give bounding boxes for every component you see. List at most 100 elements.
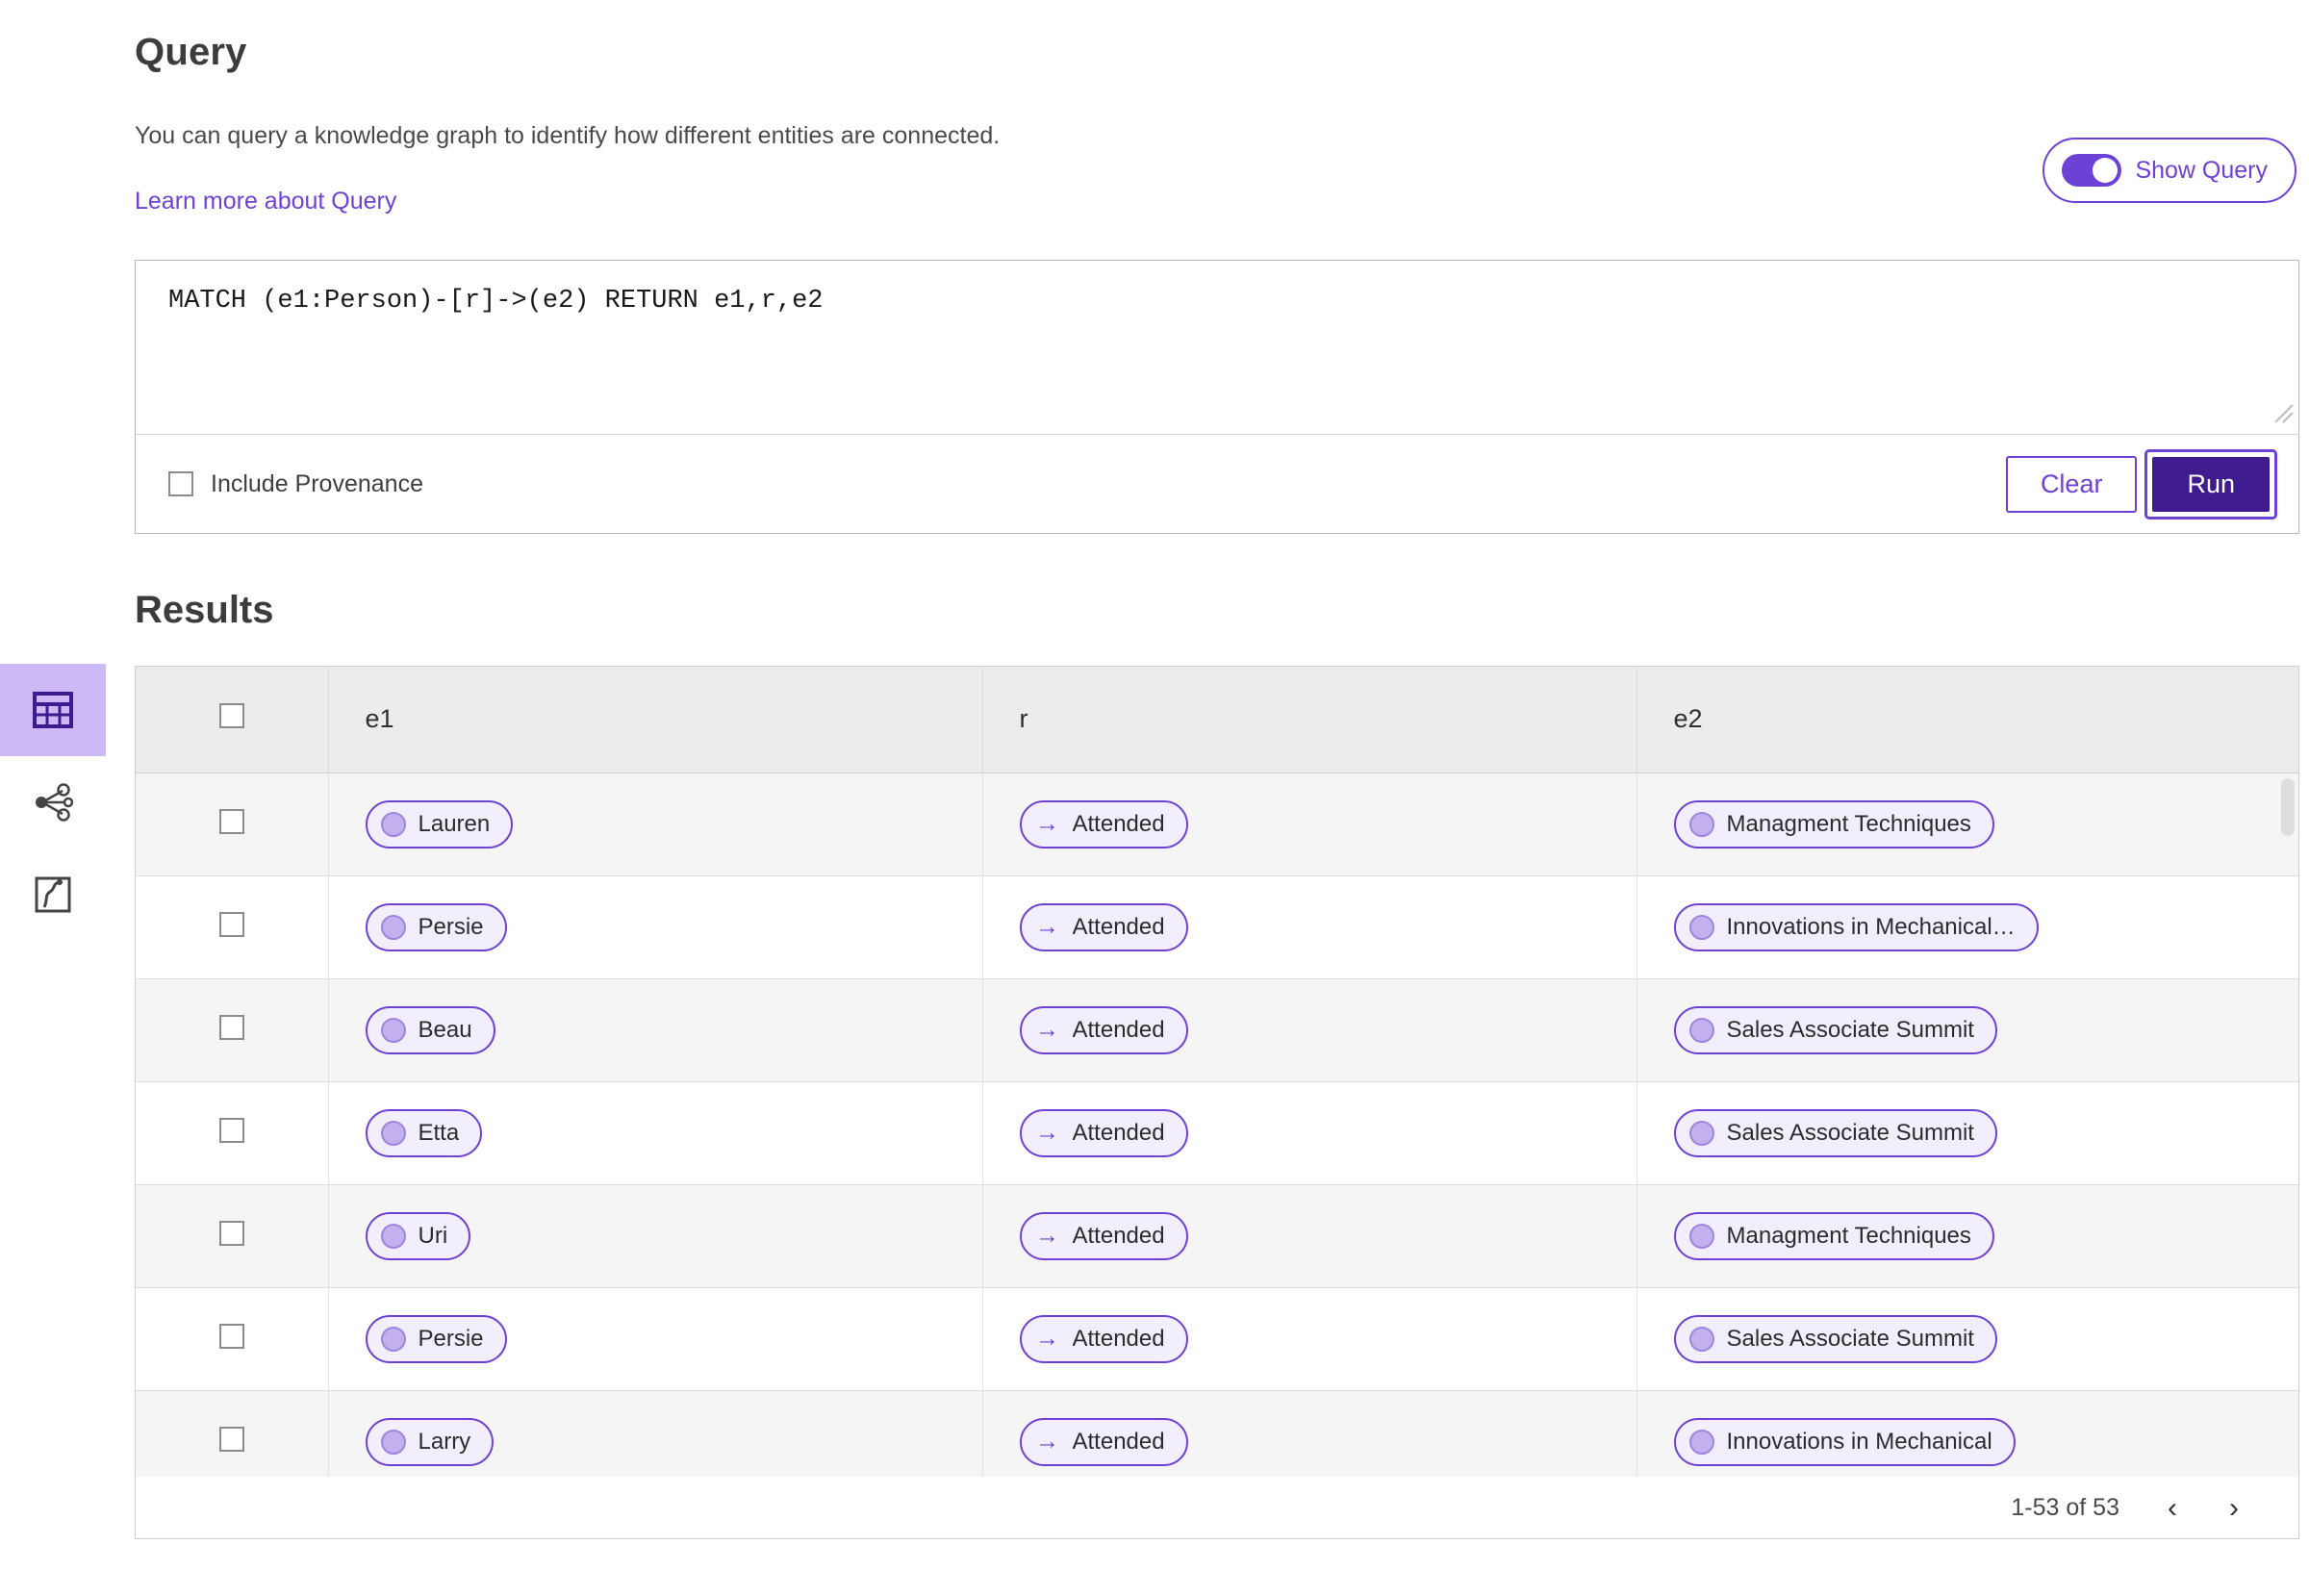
entity-chip[interactable]: Persie [365,1314,507,1363]
pagination-range: 1-53 of 53 [2011,1494,2119,1521]
entity-chip[interactable]: Etta [365,1108,483,1157]
toggle-switch[interactable] [2062,154,2122,187]
results-table-scroll[interactable]: e1 r e2 Lauren → Attended Managment Techniq… [136,667,2298,1478]
row-select-cell [136,1081,329,1185]
chip-label: Attended [1072,810,1165,837]
entity-chip[interactable]: Uri [365,1211,471,1260]
select-all-checkbox[interactable] [218,703,244,729]
table-row[interactable]: Uri → Attended Managment Techniques [136,1184,2298,1288]
cell-e2: Managment Techniques [1637,1184,2298,1288]
results-table: e1 r e2 Lauren → Attended Managment Techniq… [136,667,2298,1478]
chip-label: Beau [418,1016,472,1043]
chip-label: Attended [1072,1428,1165,1455]
chevron-right-icon[interactable]: › [2229,1491,2239,1524]
query-input[interactable]: MATCH (e1:Person)-[r]->(e2) RETURN e1,r,… [136,261,2298,435]
show-query-toggle[interactable]: Show Query [2043,138,2296,203]
arrow-right-icon: → [1035,1325,1059,1352]
learn-more-link[interactable]: Learn more about Query [135,188,397,215]
entity-chip[interactable]: Lauren [365,799,514,849]
arrow-right-icon: → [1035,1428,1059,1455]
entity-node-icon [380,1120,406,1146]
row-select-cell [136,773,329,876]
sidebar-item-table-view[interactable] [0,664,106,756]
results-table-body: Lauren → Attended Managment Techniques Persi… [136,773,2298,1478]
cell-r: → Attended [982,1081,1637,1185]
cell-e1: Etta [328,1081,983,1185]
chip-label: Innovations in Mechanical [1726,1428,1992,1455]
relation-chip[interactable]: → Attended [1019,1314,1188,1363]
table-row[interactable]: Persie → Attended Innovations in Mechanical… [136,875,2298,979]
chip-label: Innovations in Mechanical… [1726,913,2016,940]
entity-node-icon [1688,1017,1714,1043]
chip-label: Larry [418,1428,471,1455]
cell-r: → Attended [982,1184,1637,1288]
entity-chip[interactable]: Sales Associate Summit [1673,1314,1997,1363]
row-checkbox[interactable] [218,1015,244,1040]
column-header-e2[interactable]: e2 [1637,667,2298,773]
chip-label: Attended [1072,1222,1165,1249]
clear-button[interactable]: Clear [2005,455,2138,513]
entity-chip[interactable]: Persie [365,902,507,951]
row-checkbox[interactable] [218,1427,244,1452]
map-icon [35,876,71,913]
cell-e1: Persie [328,875,983,979]
arrow-right-icon: → [1035,1016,1059,1043]
chip-label: Attended [1072,1016,1165,1043]
relation-chip[interactable]: → Attended [1019,1417,1188,1466]
entity-chip[interactable]: Innovations in Mechanical… [1673,902,2039,951]
checkbox-box[interactable] [168,471,193,496]
entity-node-icon [380,1223,406,1249]
cell-e2: Sales Associate Summit [1637,1081,2298,1185]
entity-chip[interactable]: Managment Techniques [1673,799,1994,849]
cell-e1: Beau [328,978,983,1082]
query-actions-bar: Include Provenance Clear Run [136,435,2298,533]
entity-chip[interactable]: Larry [365,1417,495,1466]
chevron-left-icon[interactable]: ‹ [2168,1491,2177,1524]
entity-node-icon [1688,1326,1714,1352]
table-row[interactable]: Larry → Attended Innovations in Mechanical [136,1390,2298,1478]
sidebar-item-map-view[interactable] [0,849,106,941]
relation-chip[interactable]: → Attended [1019,1005,1188,1054]
table-scrollbar-thumb[interactable] [2281,778,2295,836]
entity-chip[interactable]: Managment Techniques [1673,1211,1994,1260]
table-row[interactable]: Etta → Attended Sales Associate Summit [136,1081,2298,1185]
pagination-bar: 1-53 of 53 ‹ › [136,1477,2298,1538]
entity-chip[interactable]: Sales Associate Summit [1673,1108,1997,1157]
resize-handle-icon[interactable] [2266,395,2295,424]
column-header-r[interactable]: r [982,667,1637,773]
entity-node-icon [380,1429,406,1455]
table-row[interactable]: Persie → Attended Sales Associate Summit [136,1287,2298,1391]
cell-e1: Larry [328,1390,983,1478]
arrow-right-icon: → [1035,1222,1059,1249]
sidebar-item-graph-view[interactable] [0,756,106,849]
entity-chip[interactable]: Beau [365,1005,495,1054]
row-checkbox[interactable] [218,1118,244,1143]
relation-chip[interactable]: → Attended [1019,799,1188,849]
column-header-e1[interactable]: e1 [328,667,983,773]
chip-label: Uri [418,1222,448,1249]
run-button[interactable]: Run [2152,456,2270,512]
chip-label: Attended [1072,1119,1165,1146]
row-checkbox[interactable] [218,912,244,937]
table-row[interactable]: Beau → Attended Sales Associate Summit [136,978,2298,1082]
relation-chip[interactable]: → Attended [1019,902,1188,951]
row-checkbox[interactable] [218,1221,244,1246]
row-checkbox[interactable] [218,809,244,834]
entity-chip[interactable]: Innovations in Mechanical [1673,1417,2016,1466]
table-row[interactable]: Lauren → Attended Managment Techniques [136,773,2298,876]
chip-label: Sales Associate Summit [1726,1016,1974,1043]
select-all-header [136,667,329,773]
row-checkbox[interactable] [218,1324,244,1349]
relation-chip[interactable]: → Attended [1019,1211,1188,1260]
page-title: Query [135,31,247,73]
cell-r: → Attended [982,1287,1637,1391]
relation-chip[interactable]: → Attended [1019,1108,1188,1157]
include-provenance-label: Include Provenance [211,469,423,497]
include-provenance-checkbox[interactable]: Include Provenance [168,470,423,498]
cell-r: → Attended [982,1390,1637,1478]
arrow-right-icon: → [1035,810,1059,837]
cell-e2: Innovations in Mechanical… [1637,875,2298,979]
entity-chip[interactable]: Sales Associate Summit [1673,1005,1997,1054]
cell-e2: Sales Associate Summit [1637,978,2298,1082]
